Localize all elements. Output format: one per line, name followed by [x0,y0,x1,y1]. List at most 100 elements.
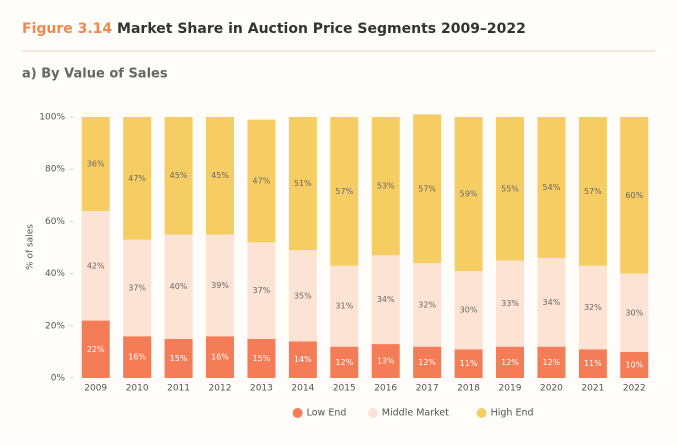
value-label: 12% [335,358,353,367]
bar-segment [206,117,234,235]
legend-label: Middle Market [382,408,449,419]
x-tick-label: 2018 [457,384,480,394]
value-label: 16% [128,353,146,362]
x-tick-label: 2010 [126,384,149,394]
y-tick-label: 80% [45,165,65,175]
value-label: 15% [170,354,188,363]
bar-segment [537,257,566,347]
bar-segment [288,250,317,342]
bar-segment [496,260,524,347]
x-tick-label: 2020 [540,384,563,394]
x-tick-label: 2015 [333,384,356,394]
bar-segment [620,117,649,274]
bar-segment [578,349,607,378]
x-tick-label: 2019 [499,384,522,394]
bar-segment [620,351,649,378]
value-label: 30% [625,308,643,317]
x-tick-label: 2011 [167,384,190,394]
title-text: Market Share in Auction Price Segments 2… [117,21,526,37]
value-label: 42% [87,261,105,270]
value-label: 12% [543,358,561,367]
legend-label: Low End [307,408,347,419]
value-label: 14% [294,355,312,364]
bar-segment [454,270,483,350]
bar-segment [164,117,193,235]
bar-segment [578,265,607,350]
value-label: 51% [294,179,312,188]
value-label: 12% [501,358,519,367]
bar-segment [371,117,400,256]
value-label: 57% [335,187,353,196]
bar-segment [123,239,152,337]
value-label: 37% [128,283,146,292]
figure-label: Figure 3.14 [22,21,112,37]
value-label: 30% [460,306,478,315]
value-label: 35% [294,291,312,300]
bar-segment [247,242,276,339]
bar-segment [123,117,152,240]
bar-segment [413,346,442,378]
value-label: 33% [501,299,519,308]
legend-swatch [367,408,378,418]
value-label: 36% [87,159,105,168]
y-axis-label: % of sales [26,224,36,270]
value-label: 39% [211,281,229,290]
bar-segment [330,346,359,378]
value-label: 31% [335,302,353,311]
bar-segment [620,273,649,352]
value-label: 22% [87,345,105,354]
y-tick-label: 60% [45,217,65,227]
value-label: 54% [543,183,561,192]
bar-segment [81,210,110,321]
value-label: 11% [460,359,478,368]
bar-segment [371,344,400,378]
x-tick-label: 2013 [250,384,273,394]
value-label: 32% [584,303,602,312]
bar-segment [206,336,234,378]
x-tick-label: 2014 [291,384,314,394]
bar-segment [454,349,483,378]
bar-segment [288,341,317,378]
value-label: 13% [377,357,395,366]
bar-segment [288,117,317,251]
value-label: 47% [253,176,271,185]
value-label: 32% [418,300,436,309]
value-label: 15% [253,354,271,363]
value-label: 45% [170,171,188,180]
x-tick-label: 2021 [581,384,604,394]
value-label: 12% [418,358,436,367]
bar-segment [413,263,442,347]
x-tick-label: 2009 [84,384,107,394]
value-label: 57% [584,187,602,196]
bar-segment [496,346,524,378]
bar-segment [164,234,193,339]
x-tick-label: 2012 [209,384,232,394]
bar-segment [330,117,359,266]
value-label: 11% [584,359,602,368]
value-label: 53% [377,182,395,191]
value-label: 60% [625,191,643,200]
legend-swatch [476,408,487,418]
value-label: 34% [377,295,395,304]
bar-segment [81,320,110,378]
value-label: 55% [501,184,519,193]
bar-segment [123,336,152,378]
y-tick-label: 100% [39,113,65,123]
bar-segment [537,346,566,378]
y-tick-label: 20% [45,321,65,331]
value-label: 59% [460,189,478,198]
value-label: 16% [211,353,229,362]
bar-segment [496,117,524,261]
y-tick-label: 40% [45,269,65,279]
bar-segment [454,117,483,271]
bar-segment [247,119,276,243]
bar-segment [371,255,400,345]
value-label: 10% [625,360,643,369]
x-tick-label: 2022 [623,384,646,394]
bar-segment [206,234,234,337]
bar-segment [413,114,442,264]
bar-segment [537,117,566,258]
bar-segment [578,117,607,266]
value-label: 47% [128,174,146,183]
